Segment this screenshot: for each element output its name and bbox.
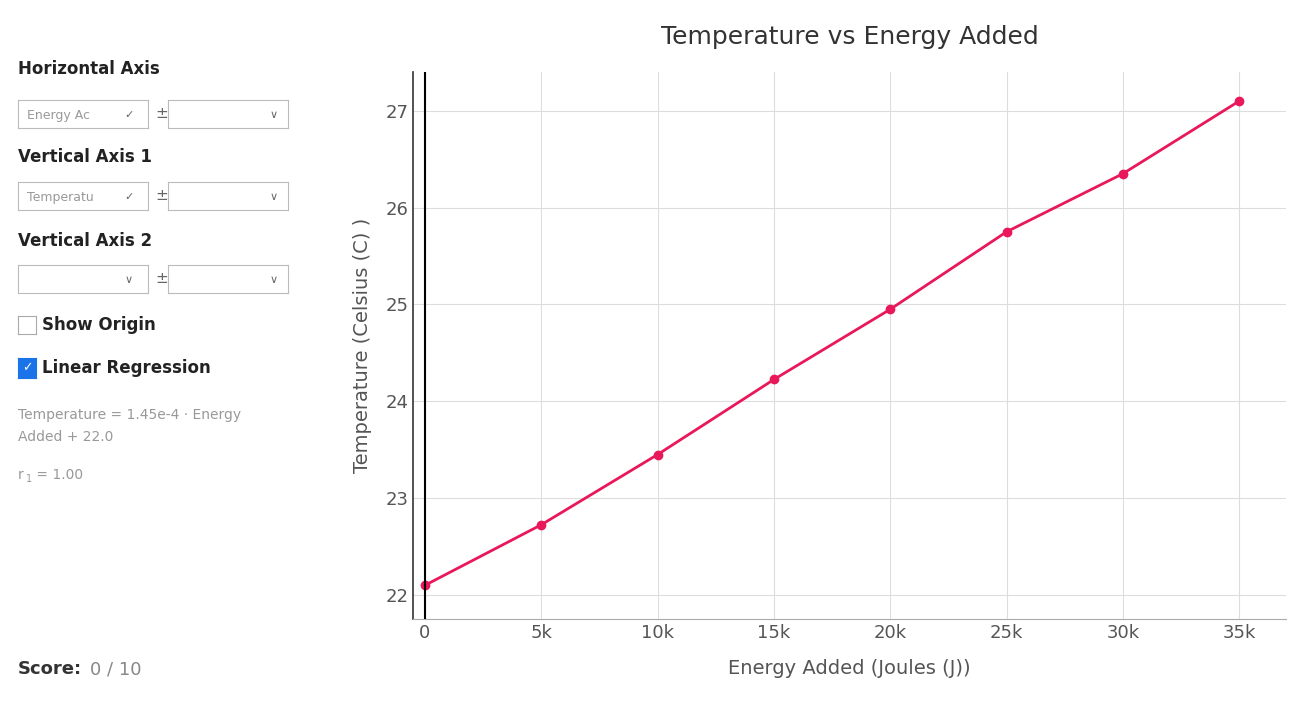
Title: Temperature vs Energy Added: Temperature vs Energy Added — [661, 25, 1038, 49]
Text: Horizontal Axis: Horizontal Axis — [18, 60, 160, 78]
Text: Temperature = 1.45e-4 · Energy
Added + 22.0: Temperature = 1.45e-4 · Energy Added + 2… — [18, 408, 241, 444]
Text: ±: ± — [155, 189, 168, 204]
Text: r: r — [18, 468, 24, 482]
Text: Score:: Score: — [18, 660, 83, 678]
Text: 0 / 10: 0 / 10 — [91, 660, 142, 678]
Text: Vertical Axis 1: Vertical Axis 1 — [18, 148, 152, 166]
Text: ±: ± — [155, 271, 168, 287]
Text: ∨: ∨ — [125, 275, 133, 285]
Text: ∨: ∨ — [270, 275, 278, 285]
Text: Vertical Axis 2: Vertical Axis 2 — [18, 232, 152, 250]
Text: ±: ± — [155, 107, 168, 122]
Text: = 1.00: = 1.00 — [31, 468, 83, 482]
Text: ✓: ✓ — [125, 110, 134, 120]
Text: ✓: ✓ — [22, 361, 33, 374]
Text: ∨: ∨ — [270, 110, 278, 120]
Text: Show Origin: Show Origin — [42, 316, 156, 334]
Text: Temperatu: Temperatu — [28, 191, 94, 204]
Text: Linear Regression: Linear Regression — [42, 359, 211, 377]
Text: ∨: ∨ — [270, 192, 278, 202]
X-axis label: Energy Added (Joules (J)): Energy Added (Joules (J)) — [728, 659, 971, 678]
Text: ✓: ✓ — [125, 192, 134, 202]
Text: 1: 1 — [26, 474, 31, 484]
Y-axis label: Temperature (Celsius (C) ): Temperature (Celsius (C) ) — [353, 218, 371, 473]
Text: Energy Ac: Energy Ac — [28, 109, 91, 122]
